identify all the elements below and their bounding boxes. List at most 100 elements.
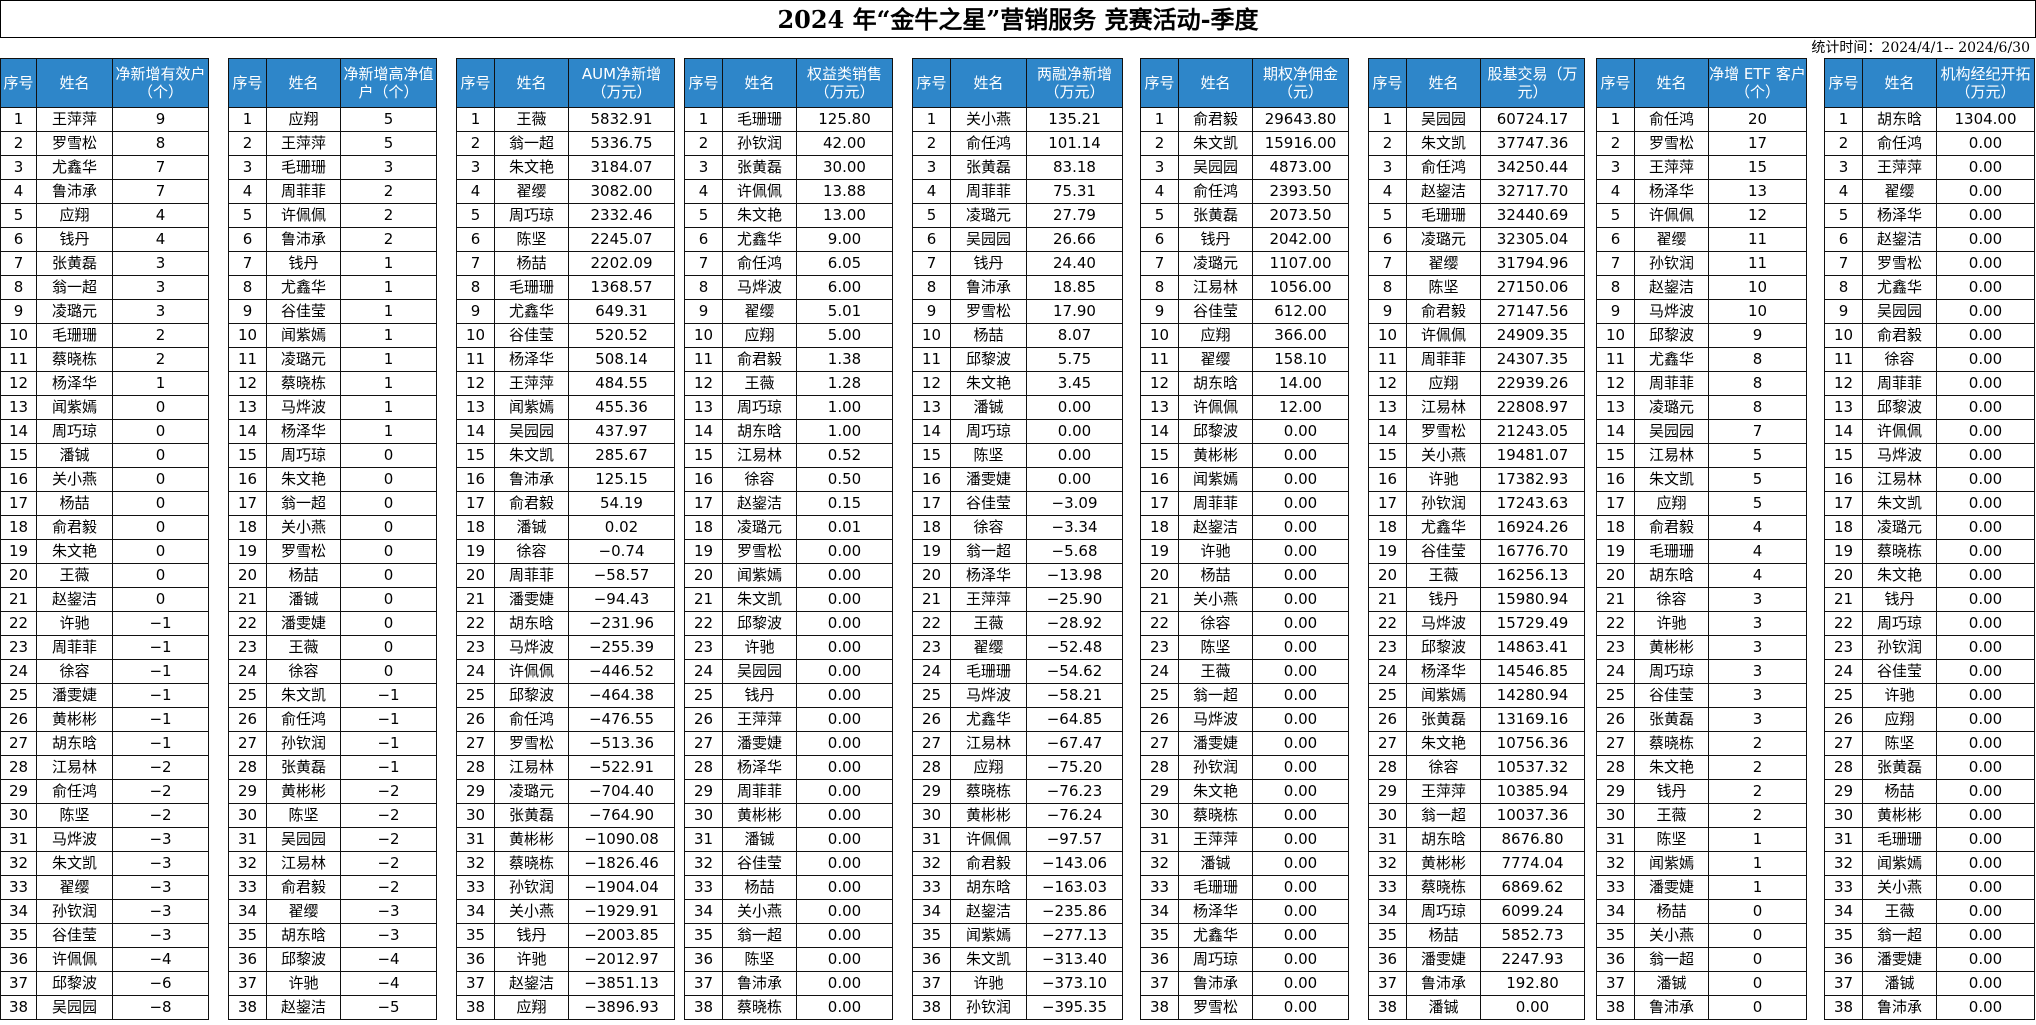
rank-cell[interactable]: 14 <box>1140 419 1179 444</box>
rank-cell[interactable]: 26 <box>1824 707 1863 732</box>
value-cell[interactable]: −2 <box>112 755 209 780</box>
name-cell[interactable]: 谷佳莹 <box>494 323 569 348</box>
name-cell[interactable]: 赵鋆洁 <box>722 491 797 516</box>
name-cell[interactable]: 谷佳莹 <box>722 851 797 876</box>
rank-cell[interactable]: 14 <box>456 419 495 444</box>
value-cell[interactable]: 3184.07 <box>568 155 675 180</box>
value-cell[interactable]: −2 <box>340 803 437 828</box>
name-cell[interactable]: 应翔 <box>1178 323 1253 348</box>
value-cell[interactable]: −25.90 <box>1026 587 1123 612</box>
name-cell[interactable]: 陈坚 <box>1406 275 1481 300</box>
value-cell[interactable]: 125.15 <box>568 467 675 492</box>
value-cell[interactable]: 508.14 <box>568 347 675 372</box>
rank-cell[interactable]: 14 <box>1368 419 1407 444</box>
name-cell[interactable]: 罗雪松 <box>266 539 341 564</box>
rank-cell[interactable]: 31 <box>1824 827 1863 852</box>
rank-cell[interactable]: 30 <box>0 803 37 828</box>
name-cell[interactable]: 江易林 <box>36 755 113 780</box>
name-cell[interactable]: 赵鋆洁 <box>1862 227 1937 252</box>
name-cell[interactable]: 潘雯婕 <box>1406 947 1481 972</box>
name-cell[interactable]: 徐容 <box>950 515 1027 540</box>
value-cell[interactable]: 0 <box>340 587 437 612</box>
rank-cell[interactable]: 37 <box>1596 971 1635 996</box>
name-cell[interactable]: 孙钦润 <box>1862 635 1937 660</box>
value-cell[interactable]: 15729.49 <box>1480 611 1585 636</box>
metric-header[interactable]: 净新增有效户（个） <box>112 58 209 108</box>
name-cell[interactable]: 孙钦润 <box>1634 251 1709 276</box>
value-cell[interactable]: 3 <box>112 299 209 324</box>
rank-cell[interactable]: 15 <box>1824 443 1863 468</box>
name-cell[interactable]: 鲁沛承 <box>1862 995 1937 1020</box>
name-cell[interactable]: 陈坚 <box>36 803 113 828</box>
value-cell[interactable]: 0 <box>340 443 437 468</box>
rank-cell[interactable]: 14 <box>912 419 951 444</box>
rank-cell[interactable]: 8 <box>912 275 951 300</box>
rank-cell[interactable]: 34 <box>456 899 495 924</box>
rank-cell[interactable]: 9 <box>1368 299 1407 324</box>
name-cell[interactable]: 许佩佩 <box>1406 323 1481 348</box>
rank-cell[interactable]: 12 <box>684 371 723 396</box>
name-cell[interactable]: 马烨波 <box>36 827 113 852</box>
rank-cell[interactable]: 26 <box>1368 707 1407 732</box>
name-cell[interactable]: 马烨波 <box>1862 443 1937 468</box>
value-cell[interactable]: −522.91 <box>568 755 675 780</box>
name-cell[interactable]: 邱黎波 <box>1406 635 1481 660</box>
name-cell[interactable]: 钱丹 <box>1178 227 1253 252</box>
value-cell[interactable]: 15916.00 <box>1252 131 1349 156</box>
value-cell[interactable]: 27150.06 <box>1480 275 1585 300</box>
name-cell[interactable]: 胡东晗 <box>494 611 569 636</box>
rank-cell[interactable]: 26 <box>912 707 951 732</box>
name-cell[interactable]: 罗雪松 <box>1862 251 1937 276</box>
name-cell[interactable]: 潘铖 <box>1406 995 1481 1020</box>
value-cell[interactable]: 0.00 <box>1936 299 2035 324</box>
rank-cell[interactable]: 16 <box>912 467 951 492</box>
rank-cell[interactable]: 16 <box>1140 467 1179 492</box>
name-cell[interactable]: 王萍萍 <box>1862 155 1937 180</box>
value-cell[interactable]: −476.55 <box>568 707 675 732</box>
value-cell[interactable]: −2 <box>112 779 209 804</box>
name-cell[interactable]: 谷佳莹 <box>1862 659 1937 684</box>
value-cell[interactable]: 26.66 <box>1026 227 1123 252</box>
value-cell[interactable]: 0 <box>340 491 437 516</box>
value-cell[interactable]: 1 <box>340 275 437 300</box>
rank-cell[interactable]: 11 <box>684 347 723 372</box>
value-cell[interactable]: 0.00 <box>796 779 893 804</box>
rank-cell[interactable]: 10 <box>1824 323 1863 348</box>
value-cell[interactable]: 0.00 <box>1936 731 2035 756</box>
metric-header[interactable]: 股基交易（万元） <box>1480 58 1585 108</box>
name-cell[interactable]: 孙钦润 <box>36 899 113 924</box>
value-cell[interactable]: −2 <box>112 803 209 828</box>
name-cell[interactable]: 关小燕 <box>1634 923 1709 948</box>
name-cell[interactable]: 朱文凯 <box>722 587 797 612</box>
rank-cell[interactable]: 37 <box>1824 971 1863 996</box>
rank-cell[interactable]: 7 <box>912 251 951 276</box>
value-cell[interactable]: 3082.00 <box>568 179 675 204</box>
rank-cell[interactable]: 9 <box>228 299 267 324</box>
value-cell[interactable]: −3 <box>112 851 209 876</box>
rank-cell[interactable]: 17 <box>1596 491 1635 516</box>
rank-cell[interactable]: 19 <box>912 539 951 564</box>
name-cell[interactable]: 孙钦润 <box>950 995 1027 1020</box>
name-cell[interactable]: 朱文凯 <box>494 443 569 468</box>
metric-header[interactable]: AUM净新增（万元） <box>568 58 675 108</box>
name-cell[interactable]: 吴园园 <box>36 995 113 1020</box>
rank-cell[interactable]: 20 <box>1368 563 1407 588</box>
name-cell[interactable]: 潘雯婕 <box>36 683 113 708</box>
name-cell[interactable]: 许驰 <box>1862 683 1937 708</box>
value-cell[interactable]: 10385.94 <box>1480 779 1585 804</box>
name-cell[interactable]: 蔡晓栋 <box>1178 803 1253 828</box>
rank-cell[interactable]: 10 <box>1140 323 1179 348</box>
value-cell[interactable]: 24909.35 <box>1480 323 1585 348</box>
value-cell[interactable]: 0.15 <box>796 491 893 516</box>
value-cell[interactable]: 0.00 <box>1936 635 2035 660</box>
name-header[interactable]: 姓名 <box>1178 58 1253 108</box>
name-cell[interactable]: 周菲菲 <box>1634 371 1709 396</box>
value-cell[interactable]: 22808.97 <box>1480 395 1585 420</box>
value-cell[interactable]: 9.00 <box>796 227 893 252</box>
name-cell[interactable]: 蔡晓栋 <box>36 347 113 372</box>
name-cell[interactable]: 张黄磊 <box>722 155 797 180</box>
value-cell[interactable]: −3896.93 <box>568 995 675 1020</box>
rank-cell[interactable]: 32 <box>228 851 267 876</box>
value-cell[interactable]: 4 <box>1708 563 1807 588</box>
rank-cell[interactable]: 6 <box>1368 227 1407 252</box>
